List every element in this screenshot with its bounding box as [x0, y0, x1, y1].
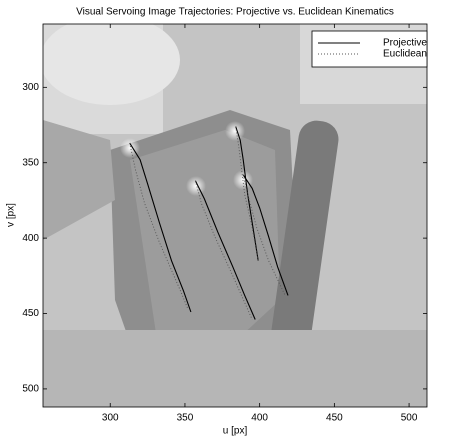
legend — [311, 30, 428, 68]
plot-frame — [42, 23, 428, 408]
x-tick-label: 450 — [326, 413, 343, 424]
x-tick-label: 350 — [177, 413, 194, 424]
y-tick-label: 400 — [22, 233, 39, 244]
x-tick-label: 300 — [102, 413, 119, 424]
trajectory-line — [129, 126, 289, 320]
x-tick-label: 500 — [401, 413, 418, 424]
y-tick-label: 500 — [22, 384, 39, 395]
legend-label: Projective — [383, 38, 427, 49]
y-tick-label: 350 — [22, 157, 39, 168]
x-tick-label: 400 — [251, 413, 268, 424]
legend-label: Euclidean — [383, 49, 427, 60]
background-image — [43, 24, 427, 407]
y-tick-label: 450 — [22, 308, 39, 319]
x-axis-label: u [px] — [223, 426, 248, 437]
y-tick-label: 300 — [22, 82, 39, 93]
plot-area — [129, 126, 289, 320]
chart-title: Visual Servoing Image Trajectories: Proj… — [76, 7, 394, 18]
y-axis-label: v [px] — [6, 203, 17, 227]
